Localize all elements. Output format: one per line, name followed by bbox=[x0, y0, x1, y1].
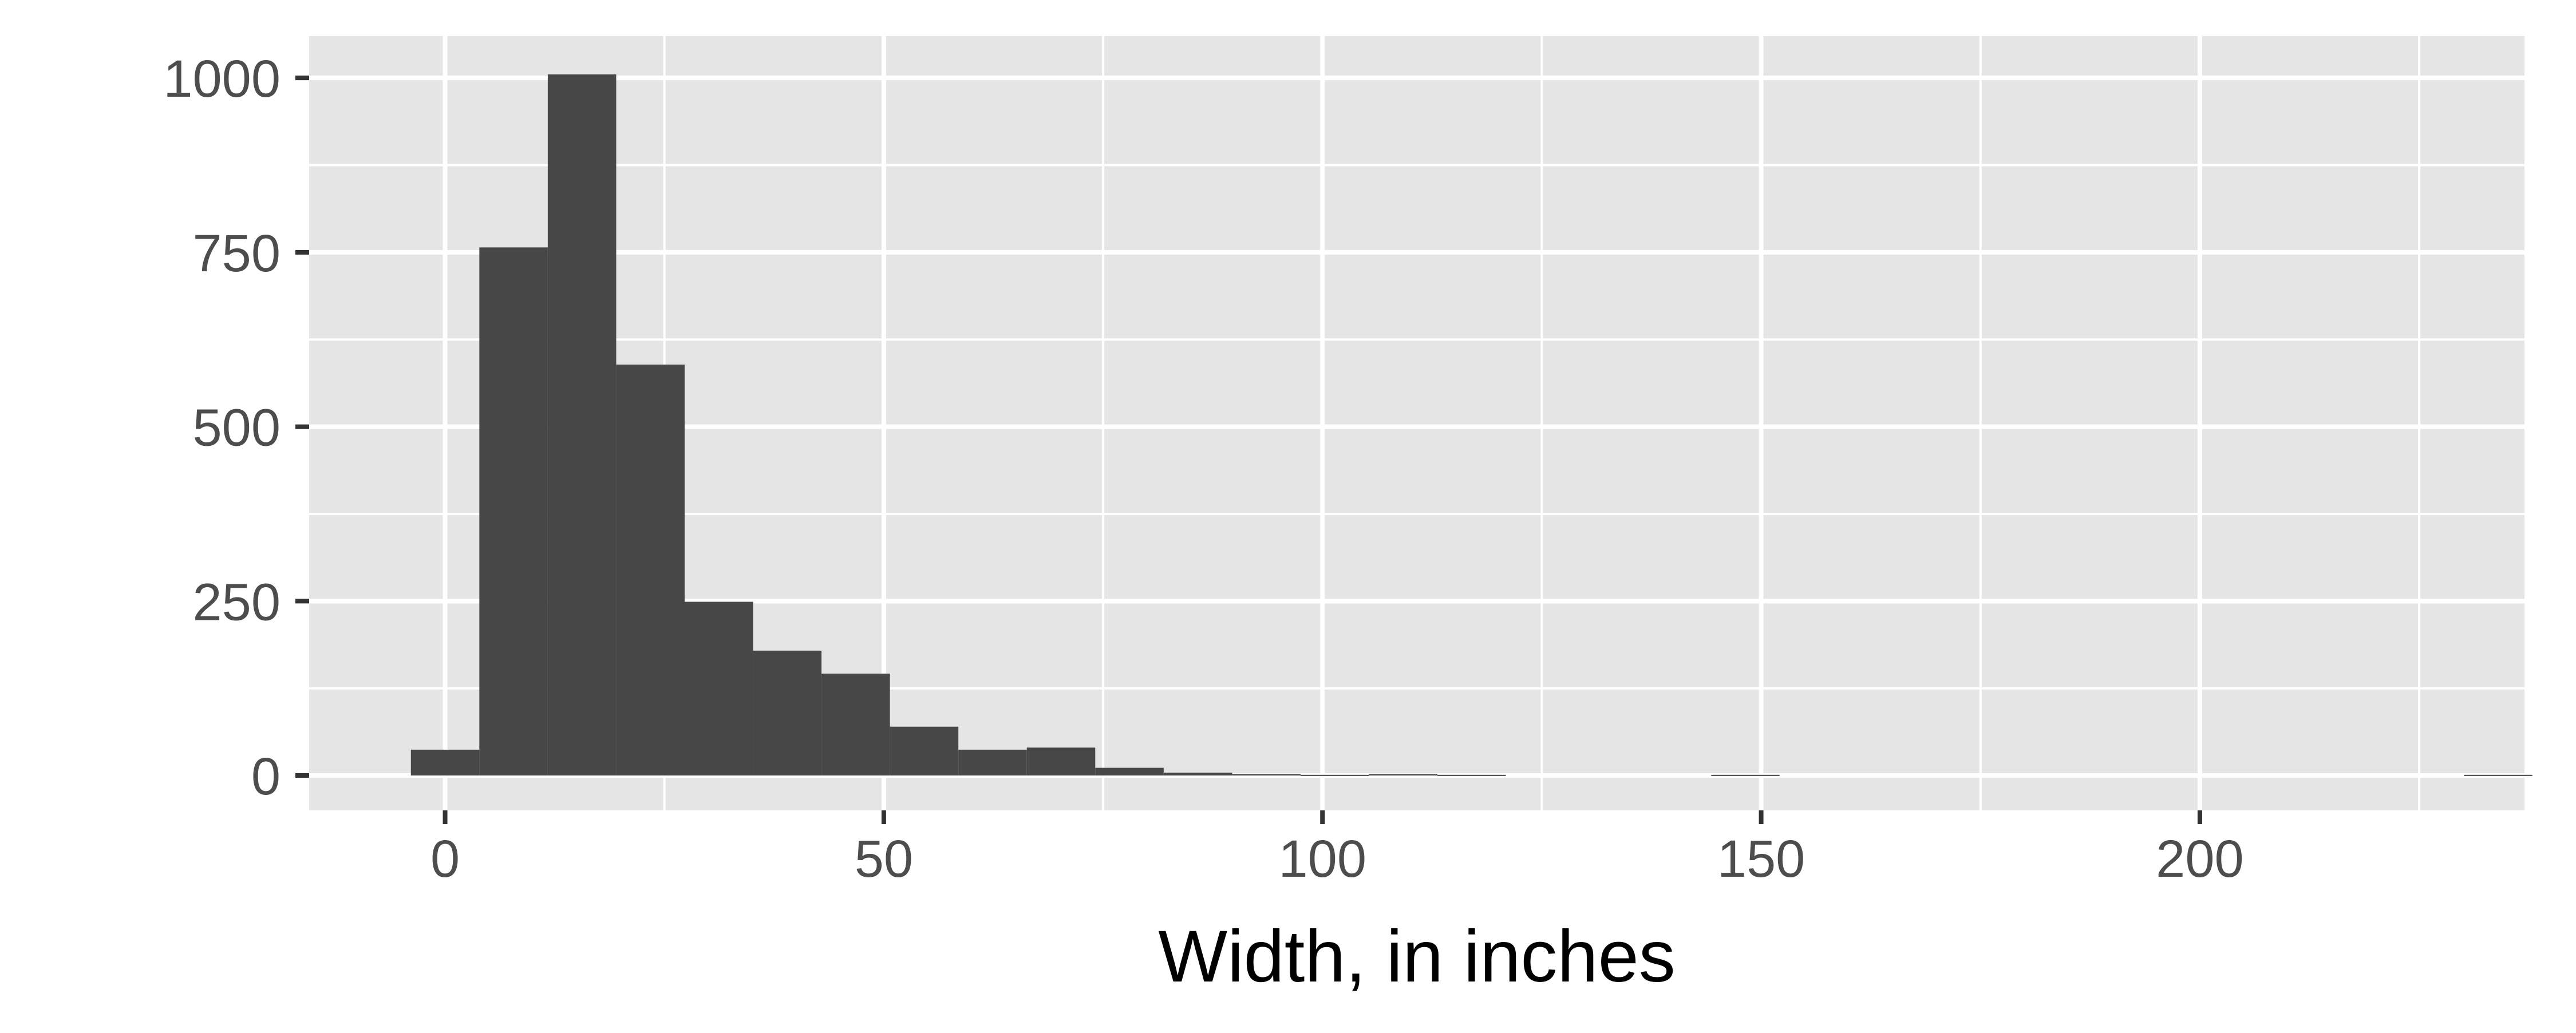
histogram-bar bbox=[410, 749, 480, 776]
y-axis-ticks: 0 250 500 750 1000 bbox=[163, 50, 309, 806]
histogram-bar bbox=[1163, 773, 1232, 776]
histogram-bar bbox=[890, 726, 959, 776]
histogram-bar bbox=[1369, 774, 1438, 776]
histogram-bar bbox=[1437, 774, 1506, 776]
y-tick-label: 500 bbox=[193, 399, 281, 457]
histogram-bar bbox=[1300, 774, 1369, 776]
minor-gridlines bbox=[309, 36, 2524, 810]
histogram-bar bbox=[479, 247, 548, 776]
histogram-bar bbox=[1232, 774, 1301, 776]
histogram-bar bbox=[1095, 767, 1164, 776]
y-tick-label: 0 bbox=[251, 747, 280, 806]
y-tick-label: 250 bbox=[193, 573, 281, 631]
histogram-bars bbox=[410, 74, 2532, 776]
y-tick-label: 750 bbox=[193, 224, 281, 283]
histogram-bar bbox=[821, 674, 890, 776]
histogram-bar bbox=[2464, 774, 2532, 776]
x-tick-label: 100 bbox=[1278, 830, 1366, 888]
histogram-bar bbox=[1026, 747, 1096, 776]
x-axis-title: Width, in inches bbox=[1158, 916, 1676, 998]
histogram-bar bbox=[958, 749, 1027, 776]
histogram-bar bbox=[753, 650, 822, 776]
x-axis-ticks: 0 50 100 150 200 bbox=[430, 810, 2244, 888]
x-tick-label: 0 bbox=[430, 830, 460, 888]
histogram-bar bbox=[1711, 774, 1780, 776]
histogram-bar bbox=[547, 74, 617, 776]
histogram-bar bbox=[684, 601, 753, 776]
y-tick-label: 1000 bbox=[163, 50, 280, 108]
histogram-bar bbox=[616, 365, 685, 776]
x-tick-label: 200 bbox=[2156, 830, 2244, 888]
x-tick-label: 50 bbox=[855, 830, 913, 888]
x-tick-label: 150 bbox=[1717, 830, 1805, 888]
